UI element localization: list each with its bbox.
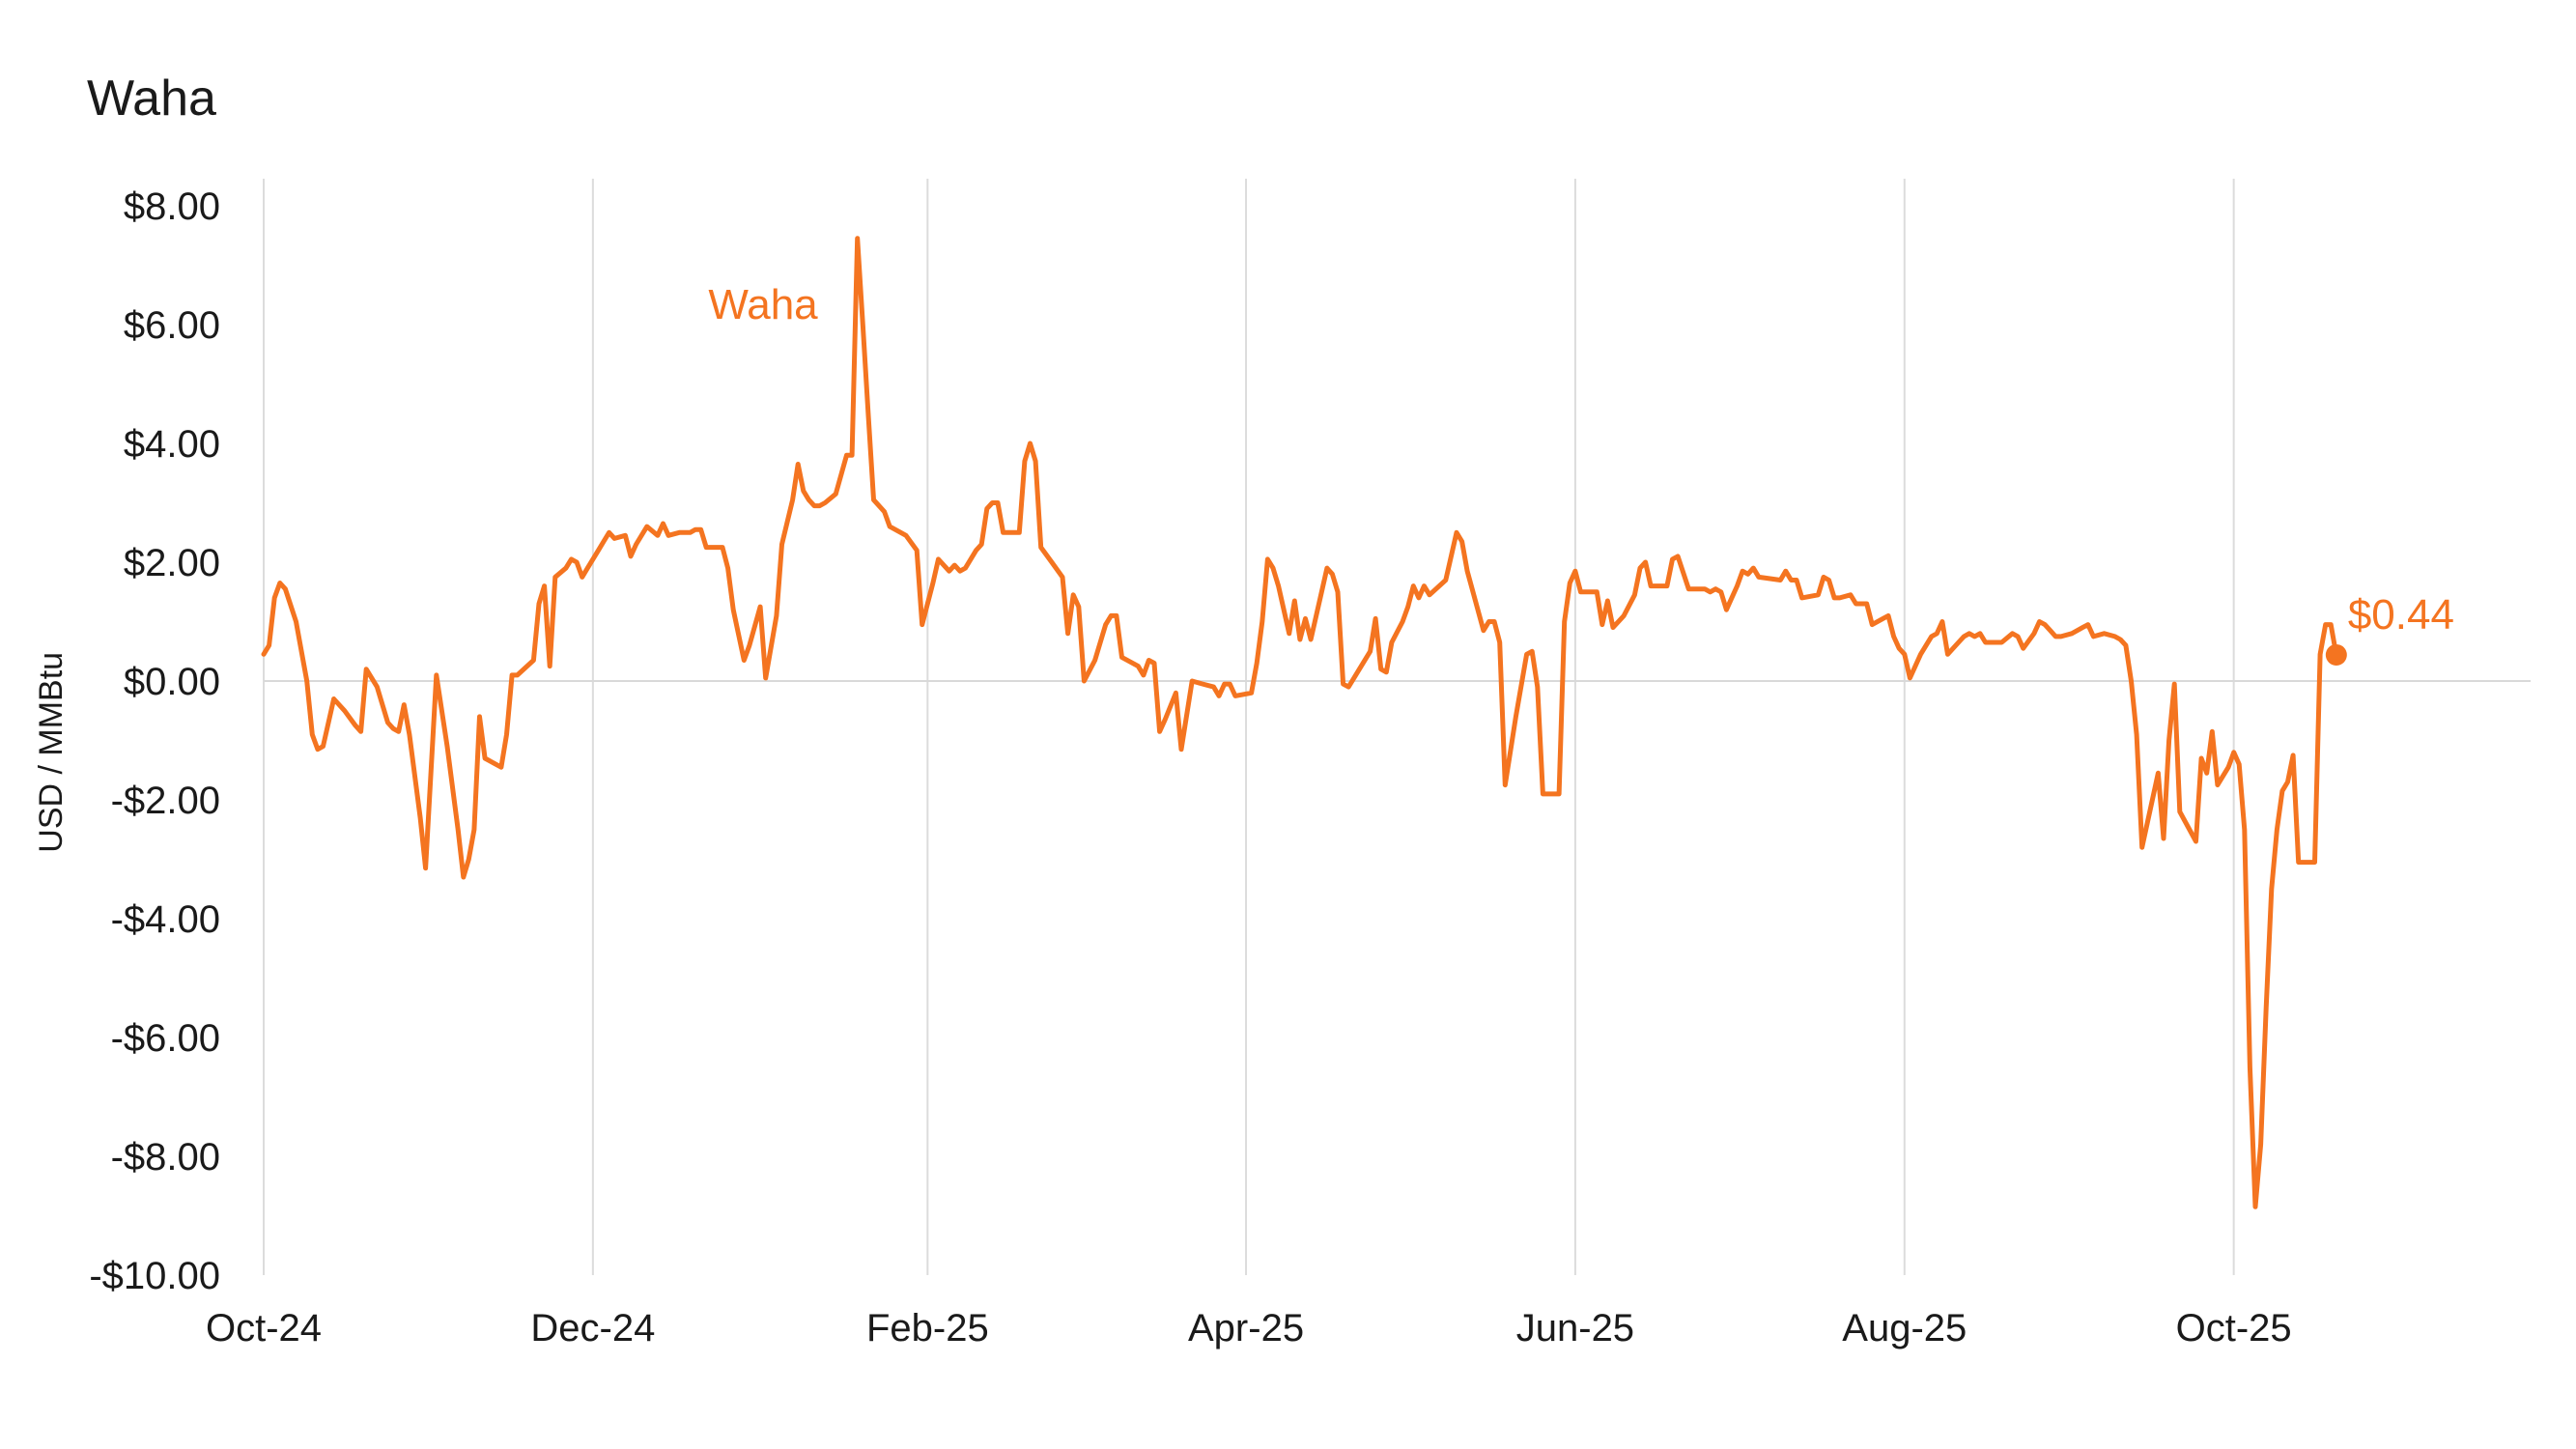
x-axis-ticks: Oct-24 Dec-24 Feb-25 Apr-25 Jun-25 Aug-25 Oct-…: [206, 1307, 2292, 1350]
series-end-point: [2325, 643, 2347, 666]
y-tick-label: $6.00: [124, 304, 220, 347]
y-axis-ticks: $8.00 $6.00 $4.00 $2.00 $0.00 -$2.00 -$4.00 -$6…: [89, 185, 220, 1297]
y-tick-label: $0.00: [124, 661, 220, 703]
y-tick-label: -$6.00: [111, 1017, 220, 1060]
vertical-gridlines: [263, 179, 2235, 1275]
y-tick-label: -$8.00: [111, 1136, 220, 1179]
series-end-value-label: $0.44: [2348, 591, 2454, 639]
x-tick-label: Jun-25: [1516, 1307, 1634, 1350]
y-tick-label: $2.00: [124, 542, 220, 584]
y-tick-label: -$4.00: [111, 898, 220, 941]
series-line-waha: [261, 236, 2339, 1209]
x-tick-label: Feb-25: [866, 1307, 989, 1350]
x-tick-label: Oct-24: [206, 1307, 322, 1350]
y-tick-label: $4.00: [124, 423, 220, 466]
x-tick-label: Aug-25: [1842, 1307, 1967, 1350]
y-tick-label: $8.00: [124, 185, 220, 228]
x-tick-label: Apr-25: [1188, 1307, 1304, 1350]
chart-title: Waha: [87, 71, 216, 127]
y-tick-label: -$10.00: [89, 1255, 220, 1297]
y-tick-label: -$2.00: [111, 780, 220, 822]
x-tick-label: Oct-25: [2176, 1307, 2292, 1350]
y-axis-label: USD / MMBtu: [33, 652, 70, 853]
series-label-waha: Waha: [708, 281, 818, 328]
x-tick-label: Dec-24: [530, 1307, 655, 1350]
